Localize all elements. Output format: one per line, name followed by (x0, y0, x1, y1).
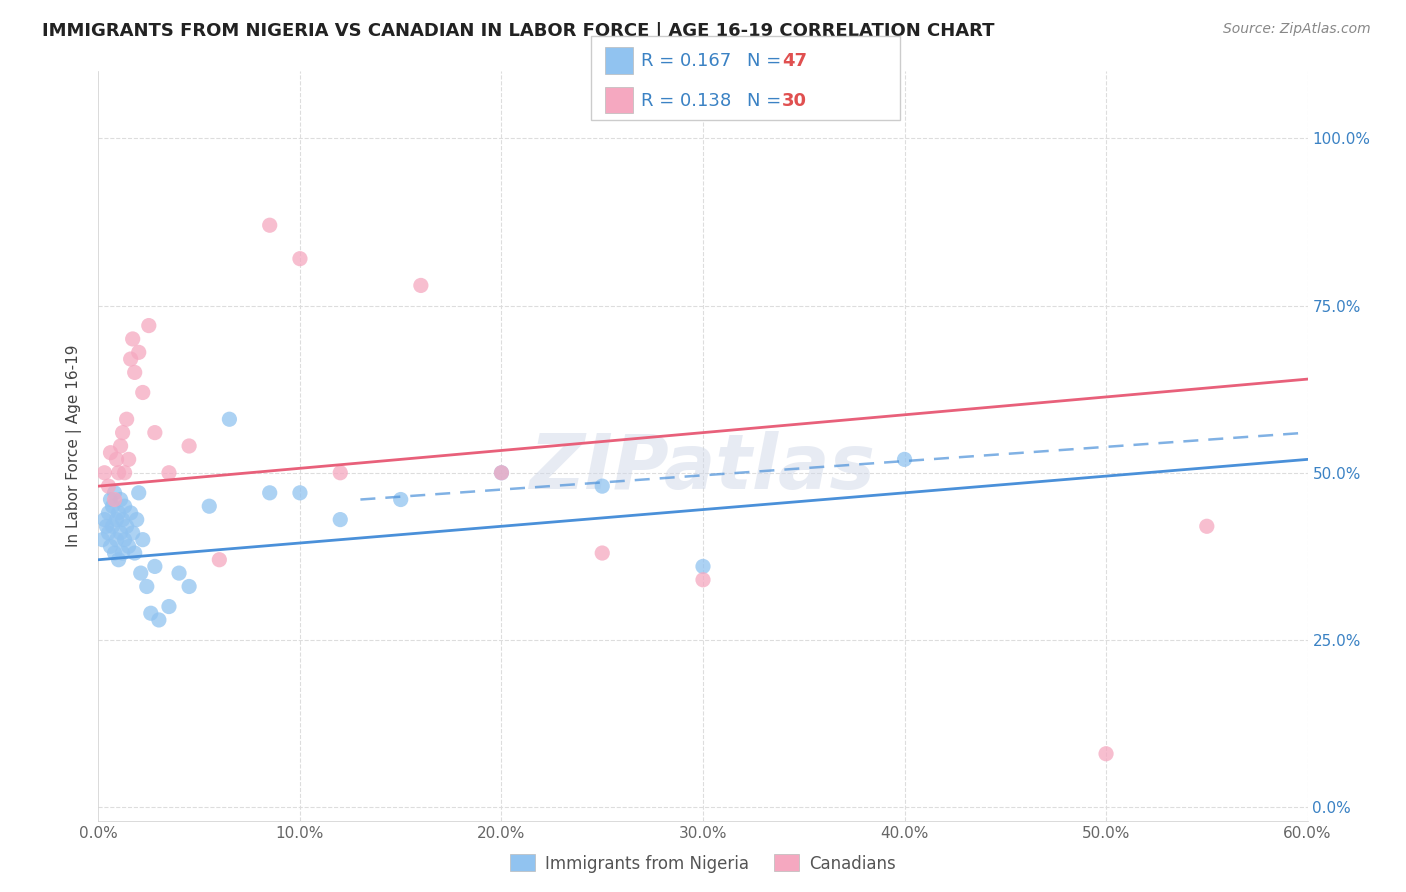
Point (157, 599, 180, 614)
Point (389, 492, 412, 507)
Point (198, 500, 221, 514)
Point (103, 492, 125, 507)
Point (491, 466, 513, 480)
Point (100, 446, 122, 460)
Point (115, 519, 138, 533)
Point (692, 573, 714, 587)
Point (148, 613, 170, 627)
Point (111, 513, 134, 527)
Point (288, 486, 311, 500)
Text: R = 0.138: R = 0.138 (641, 92, 731, 110)
Point (96, 519, 118, 533)
Text: IMMIGRANTS FROM NIGERIA VS CANADIAN IN LABOR FORCE | AGE 16-19 CORRELATION CHART: IMMIGRANTS FROM NIGERIA VS CANADIAN IN L… (42, 22, 994, 40)
Point (97, 479, 120, 493)
Point (101, 519, 124, 533)
Point (135, 580, 157, 594)
Point (591, 546, 613, 560)
Point (128, 486, 150, 500)
Point (114, 500, 136, 514)
Point (107, 506, 129, 520)
Point (105, 533, 128, 547)
Point (179, 580, 201, 594)
Point (329, 466, 352, 480)
Text: R = 0.167: R = 0.167 (641, 52, 731, 70)
Point (208, 553, 231, 567)
Point (129, 566, 152, 581)
Point (259, 486, 281, 500)
Text: 30: 30 (782, 92, 807, 110)
Point (491, 466, 513, 480)
Point (100, 492, 122, 507)
Y-axis label: In Labor Force | Age 16-19: In Labor Force | Age 16-19 (66, 344, 83, 548)
Text: 47: 47 (782, 52, 807, 70)
Point (93, 466, 115, 480)
Point (97, 526, 120, 541)
Point (110, 492, 132, 507)
Point (124, 546, 146, 560)
Point (103, 546, 125, 560)
Point (179, 439, 201, 453)
Point (91, 533, 114, 547)
Point (143, 425, 166, 440)
Point (120, 352, 142, 367)
Point (107, 466, 129, 480)
Point (288, 252, 311, 266)
Point (110, 526, 132, 541)
Point (115, 412, 138, 426)
Point (111, 425, 134, 440)
Point (132, 385, 155, 400)
Point (125, 513, 148, 527)
Text: Source: ZipAtlas.com: Source: ZipAtlas.com (1223, 22, 1371, 37)
Point (167, 566, 190, 581)
Point (1195, 519, 1218, 533)
Point (692, 559, 714, 574)
Point (259, 219, 281, 233)
Point (101, 500, 124, 514)
Point (114, 533, 136, 547)
Point (1095, 747, 1118, 761)
Point (97, 506, 120, 520)
Point (93, 513, 115, 527)
Text: ZIPatlas: ZIPatlas (530, 432, 876, 506)
Point (120, 506, 142, 520)
Point (111, 546, 134, 560)
Point (591, 479, 613, 493)
Point (118, 452, 141, 467)
Point (409, 278, 432, 293)
Point (100, 539, 122, 553)
Point (143, 559, 166, 574)
Point (132, 533, 155, 547)
Text: N =: N = (747, 52, 786, 70)
Point (105, 452, 128, 467)
Point (114, 466, 136, 480)
Point (121, 526, 143, 541)
Point (107, 553, 129, 567)
Point (893, 452, 915, 467)
Point (139, 607, 162, 621)
Point (110, 439, 132, 453)
Point (121, 332, 143, 346)
Point (128, 345, 150, 359)
Point (118, 539, 141, 553)
Point (329, 513, 352, 527)
Legend: Immigrants from Nigeria, Canadians: Immigrants from Nigeria, Canadians (503, 847, 903, 880)
Text: N =: N = (747, 92, 786, 110)
Point (138, 318, 160, 333)
Point (103, 486, 125, 500)
Point (218, 412, 240, 426)
Point (124, 366, 146, 380)
Point (157, 466, 180, 480)
Point (105, 513, 128, 527)
